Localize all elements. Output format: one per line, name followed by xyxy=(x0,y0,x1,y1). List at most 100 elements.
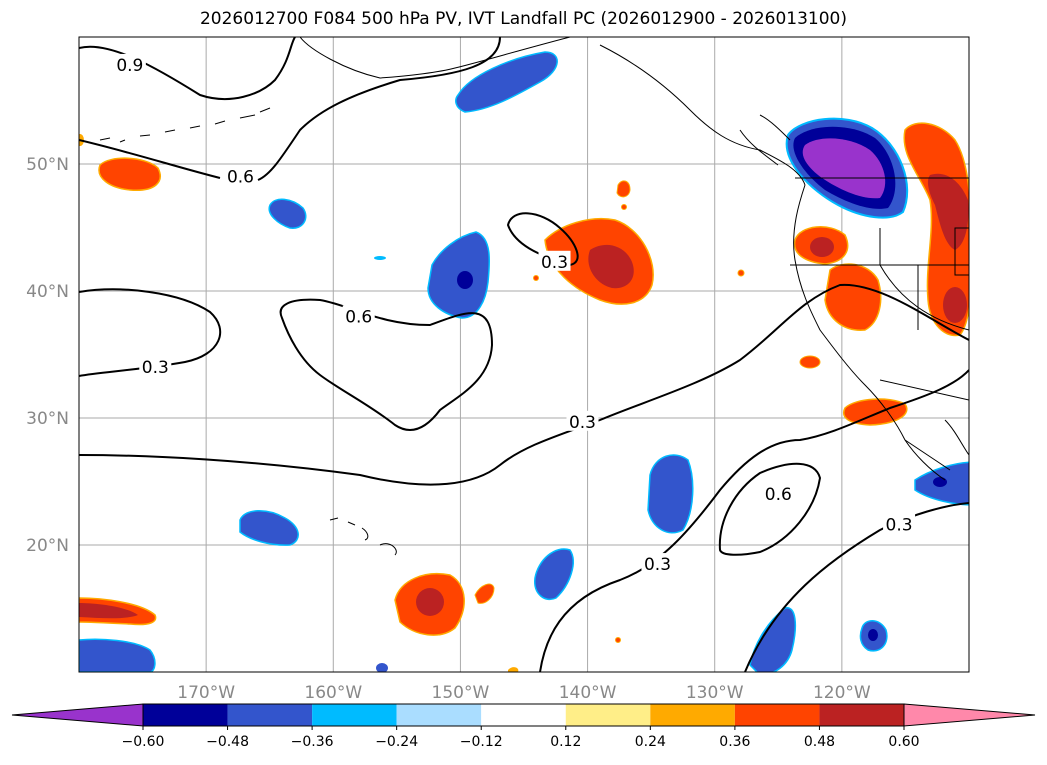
contour-0-6-north-b xyxy=(79,139,221,179)
coastline-aleutians xyxy=(99,107,271,143)
contour-0-6-loop xyxy=(279,298,494,431)
negative-pv-areas xyxy=(79,51,969,672)
hawaii-islands xyxy=(329,517,397,556)
pv-blob-neg-tiny-2 xyxy=(376,663,388,672)
pv-core-pos-rockies xyxy=(927,173,969,250)
pv-blob-pos-small-1 xyxy=(616,180,631,198)
pv-core-neg-small-east xyxy=(868,629,878,641)
pv-blob-neg-pnw-core xyxy=(802,138,886,199)
contour-label-bg xyxy=(538,250,571,271)
colorbar-extend-low xyxy=(11,703,144,727)
contour-label: 0.6 xyxy=(765,485,792,505)
contour-label-bg xyxy=(342,305,375,326)
coastlines xyxy=(99,37,969,556)
lon-tick-label: 150°W xyxy=(432,683,490,703)
pv-blob-pos-small-3 xyxy=(474,583,495,604)
colorbar: −0.60 −0.48 −0.36 −0.24 −0.12 0.12 0.24 0.36 0.4… xyxy=(11,703,1036,750)
colorbar-tick-label: −0.60 xyxy=(122,734,165,750)
lon-tick-label: 130°W xyxy=(686,683,744,703)
pv-blob-pos-tiny-1 xyxy=(533,275,539,281)
contour-label-bg xyxy=(566,410,599,431)
colorbar-segment xyxy=(481,704,566,726)
pv-blob-pos-small-2 xyxy=(799,355,821,369)
map-area xyxy=(79,37,969,672)
pv-core-neg-central xyxy=(457,271,473,289)
pv-blob-pos-tiny-5 xyxy=(508,667,519,672)
colorbar-segment xyxy=(734,704,820,726)
pv-blob-pos-socal xyxy=(843,398,908,426)
colorbar-extend-high xyxy=(903,703,1036,727)
colorbar-segment xyxy=(650,704,735,726)
contour-label: 0.3 xyxy=(569,413,596,433)
pv-blob-neg-sw-corner xyxy=(79,638,156,672)
lat-tick-label: 20°N xyxy=(26,536,69,556)
pv-blob-neg-subtropical xyxy=(647,454,694,534)
lat-tick-label: 50°N xyxy=(26,155,69,175)
state-borders xyxy=(790,177,969,401)
pv-blob-pos-west xyxy=(98,157,161,191)
colorbar-tick-label: −0.36 xyxy=(291,734,334,750)
contour-0-6-central xyxy=(79,288,222,377)
contour-0-3-south xyxy=(539,369,969,672)
pv-blob-pos-central-core xyxy=(588,244,634,289)
contour-0-6-north xyxy=(257,37,501,181)
contour-label: 0.3 xyxy=(886,516,913,536)
pv-core-pos-oregon xyxy=(810,237,834,257)
contour-label-bg xyxy=(762,483,795,504)
contour-label: 0.9 xyxy=(116,56,143,76)
longitude-labels: 170°W 160°W 150°W 140°W 130°W 120°W xyxy=(177,683,871,703)
lon-tick-label: 160°W xyxy=(304,683,362,703)
positive-pv-areas xyxy=(79,122,969,672)
colorbar-tick-label: 0.48 xyxy=(804,734,835,750)
pv-blob-neg-gulf-alaska xyxy=(455,51,558,113)
colorbar-tick-label: −0.48 xyxy=(206,734,249,750)
contour-label-bg xyxy=(224,165,257,186)
coastline-bc xyxy=(739,114,791,166)
contour-label-bg xyxy=(113,53,146,74)
colorbar-tick-label: 0.36 xyxy=(719,734,750,750)
contour-0-9 xyxy=(79,37,296,101)
pv-blob-neg-south xyxy=(534,548,574,600)
lon-tick-label: 170°W xyxy=(177,683,235,703)
colorbar-segment xyxy=(312,704,397,726)
coastline-baja xyxy=(904,419,969,471)
pv-core-pos-hawaii xyxy=(416,588,444,616)
pv-blob-pos-tiny-2 xyxy=(621,204,627,210)
colorbar-segment xyxy=(396,704,482,726)
coastline-alaska xyxy=(299,37,806,186)
contour-label-bg xyxy=(139,356,172,377)
pv-blob-neg-southeast xyxy=(749,607,797,672)
contour-label: 0.3 xyxy=(644,555,671,575)
map-frame xyxy=(78,36,970,673)
colorbar-segment xyxy=(227,704,313,726)
pv-blob-pos-california xyxy=(824,263,882,331)
contour-0-3-southeast xyxy=(744,502,969,672)
pv-core-pos-sw-corner xyxy=(79,603,138,619)
contour-label: 0.6 xyxy=(345,307,372,327)
pv-core-pos-rockies-south xyxy=(943,287,967,323)
lat-tick-label: 30°N xyxy=(26,409,69,429)
contour-0-3-loop xyxy=(506,212,579,266)
colorbar-segment xyxy=(819,704,904,726)
pv-blob-pos-tiny-4 xyxy=(615,637,621,643)
lon-tick-label: 140°W xyxy=(559,683,617,703)
latitude-labels: 50°N 40°N 30°N 20°N xyxy=(26,155,69,556)
contour-label: 0.3 xyxy=(541,253,568,273)
colorbar-tick-label: −0.12 xyxy=(460,734,503,750)
contour-label: 0.3 xyxy=(142,358,169,378)
colorbar-segment xyxy=(565,704,651,726)
pv-blob-neg-hawaii-west xyxy=(239,510,299,546)
contour-0-6-east xyxy=(718,462,822,556)
lon-tick-label: 120°W xyxy=(813,683,871,703)
pv-blob-pos-tiny-3 xyxy=(737,269,745,277)
colorbar-segment xyxy=(143,704,228,726)
pv-blob-neg-west xyxy=(268,198,307,229)
pv-core-neg-baja xyxy=(933,477,947,487)
contour-label-bg xyxy=(641,553,674,574)
colorbar-tick-label: −0.24 xyxy=(375,734,418,750)
colorbar-tick-label: 0.24 xyxy=(635,734,666,750)
contour-label-bg xyxy=(883,513,916,534)
pv-blob-neg-tiny-1 xyxy=(374,256,386,260)
colorbar-frame xyxy=(142,703,905,727)
